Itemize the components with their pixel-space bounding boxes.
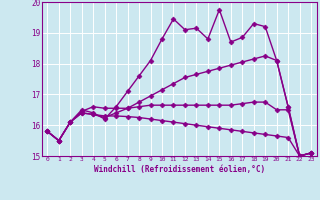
X-axis label: Windchill (Refroidissement éolien,°C): Windchill (Refroidissement éolien,°C) (94, 165, 265, 174)
